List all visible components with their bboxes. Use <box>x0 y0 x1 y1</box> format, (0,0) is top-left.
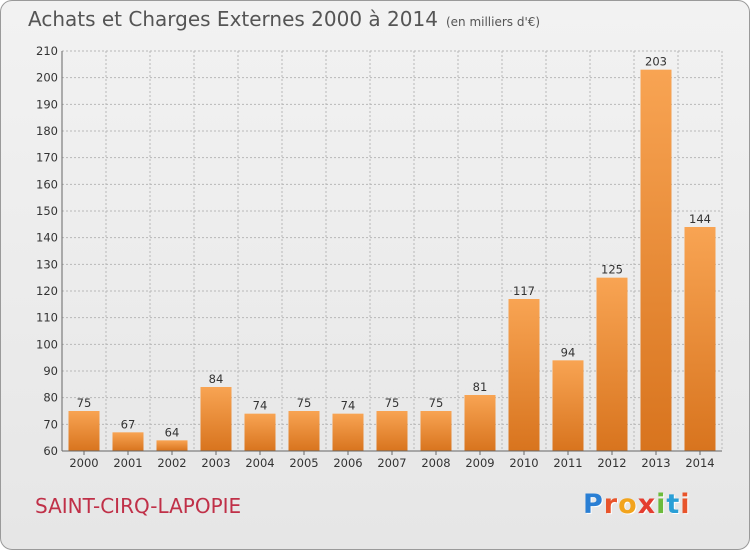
x-tick-label: 2013 <box>641 456 670 470</box>
bar-2010 <box>508 299 540 451</box>
bar-2012 <box>596 277 628 451</box>
bar-value-label: 74 <box>253 399 268 413</box>
bar-2008 <box>420 411 452 451</box>
y-tick-label: 100 <box>36 337 58 351</box>
x-tick-label: 2002 <box>157 456 186 470</box>
commune-name: SAINT-CIRQ-LAPOPIE <box>35 494 242 518</box>
y-tick-label: 120 <box>36 284 58 298</box>
y-tick-label: 140 <box>36 231 58 245</box>
bar-2004 <box>244 413 276 451</box>
bars: 75 67 64 84 74 75 74 75 75 81 117 94 125 203 144 <box>68 55 716 452</box>
bar-2003 <box>200 387 232 451</box>
chart-title: Achats et Charges Externes 2000 à 2014 (e… <box>28 7 540 31</box>
chart-title-unit: (en milliers d'€) <box>445 15 541 29</box>
logo-letter: i <box>680 489 691 520</box>
x-tick-label: 2005 <box>289 456 318 470</box>
y-tick-label: 110 <box>36 311 58 325</box>
bar-2011 <box>552 360 584 451</box>
chart-title-main: Achats et Charges Externes 2000 à 2014 <box>28 7 438 31</box>
x-tick-label: 2010 <box>509 456 538 470</box>
y-tick-label: 180 <box>36 124 58 138</box>
proxiti-logo: Proxiti <box>583 489 691 520</box>
x-tick-label: 2001 <box>113 456 142 470</box>
y-tick-label: 160 <box>36 177 58 191</box>
bar-2001 <box>112 432 144 451</box>
x-tick-label: 2014 <box>685 456 714 470</box>
y-tick-label: 210 <box>36 44 58 58</box>
logo-letter: r <box>603 489 619 520</box>
bar-value-label: 74 <box>341 399 356 413</box>
bar-value-label: 67 <box>121 417 136 431</box>
y-tick-label: 190 <box>36 97 58 111</box>
bar-2006 <box>332 413 364 451</box>
bar-value-label: 81 <box>473 380 488 394</box>
logo-letter: i <box>656 489 667 520</box>
bar-value-label: 75 <box>77 396 92 410</box>
x-tick-label: 2004 <box>245 456 274 470</box>
axes: 60 70 80 90 100 110 120 130 140 150 160 170 180 190 20… <box>36 44 722 470</box>
bar-value-label: 144 <box>689 212 711 226</box>
bar-value-label: 203 <box>645 55 667 69</box>
bar-value-label: 75 <box>297 396 312 410</box>
y-tick-label: 200 <box>36 71 58 85</box>
logo-letter: x <box>637 489 657 520</box>
bar-2000 <box>68 411 100 451</box>
bar-2013 <box>640 69 672 452</box>
bar-2007 <box>376 411 408 451</box>
y-tick-label: 60 <box>43 444 58 458</box>
x-tick-label: 2003 <box>201 456 230 470</box>
bar-2009 <box>464 395 496 451</box>
x-tick-label: 2012 <box>597 456 626 470</box>
logo-letter: t <box>666 489 681 520</box>
y-tick-label: 90 <box>43 364 58 378</box>
bar-value-label: 84 <box>209 372 224 386</box>
bar-value-label: 75 <box>429 396 444 410</box>
x-tick-label: 2011 <box>553 456 582 470</box>
bar-2014 <box>684 227 716 451</box>
x-tick-label: 2006 <box>333 456 362 470</box>
bar-value-label: 75 <box>385 396 400 410</box>
bar-value-label: 125 <box>601 263 623 277</box>
logo-letter: o <box>618 489 638 520</box>
y-tick-label: 170 <box>36 151 58 165</box>
y-tick-label: 80 <box>43 391 58 405</box>
y-tick-label: 130 <box>36 257 58 271</box>
y-tick-label: 150 <box>36 204 58 218</box>
bar-2002 <box>156 440 188 451</box>
bar-value-label: 94 <box>561 345 576 359</box>
x-tick-label: 2000 <box>69 456 98 470</box>
x-tick-label: 2008 <box>421 456 450 470</box>
x-tick-label: 2009 <box>465 456 494 470</box>
y-tick-label: 70 <box>43 417 58 431</box>
bar-value-label: 64 <box>165 425 180 439</box>
logo-letter: P <box>583 489 604 520</box>
bar-2005 <box>288 411 320 451</box>
bar-value-label: 117 <box>513 284 535 298</box>
x-tick-label: 2007 <box>377 456 406 470</box>
